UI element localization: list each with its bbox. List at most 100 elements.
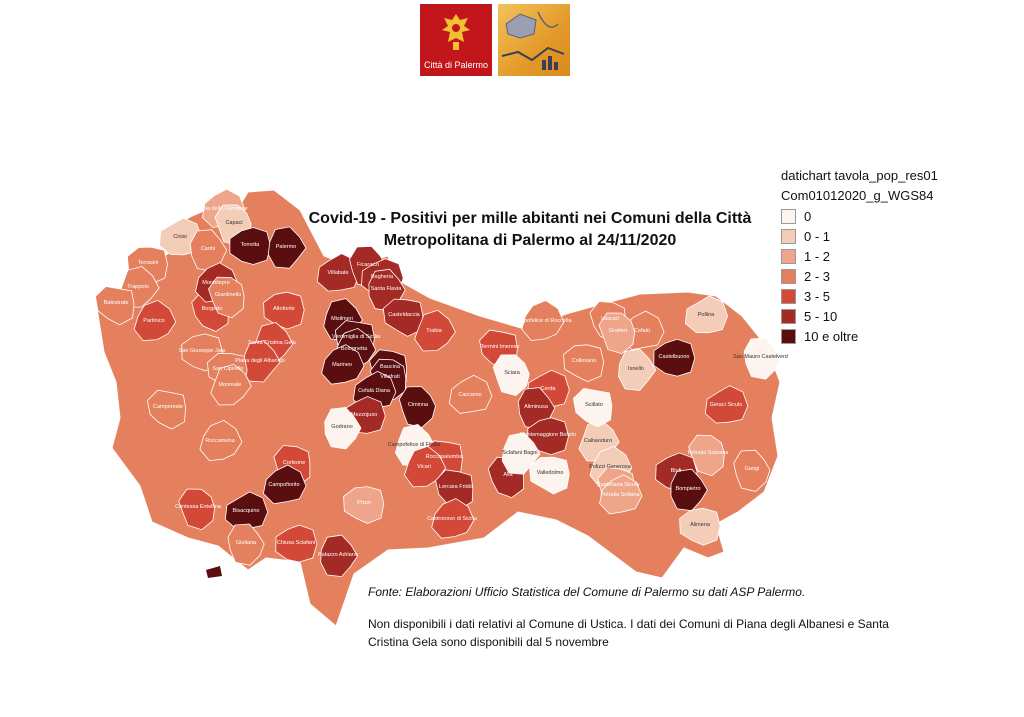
municipality-label: Polizzi Generosa <box>589 464 632 470</box>
municipality-area <box>563 344 605 383</box>
municipality-area <box>414 309 456 352</box>
legend-swatch <box>781 309 796 324</box>
legend-swatch <box>781 269 796 284</box>
eagle-crest-icon <box>442 14 470 50</box>
legend-item: 10 e oltre <box>781 327 938 346</box>
municipality-label: Isola delle Femmine <box>198 206 247 212</box>
municipality-label: Castronovo di Sicilia <box>427 516 478 522</box>
legend-label: 1 - 2 <box>804 249 831 264</box>
municipality-label: Capaci <box>225 220 242 226</box>
municipality-label: Contessa Entellina <box>175 504 222 510</box>
map-regions <box>94 188 781 627</box>
municipality-area <box>208 276 245 319</box>
municipality-label: San Cipirello <box>212 366 243 372</box>
municipality-label: Scillato <box>585 402 603 408</box>
municipality-label: Caltavuturo <box>584 438 612 444</box>
legend-item: 5 - 10 <box>781 307 938 326</box>
municipality-area <box>324 406 362 450</box>
municipality-area <box>178 488 216 531</box>
municipality-area <box>598 312 636 355</box>
legend-label: 0 - 1 <box>804 229 831 244</box>
legend-swatch <box>781 249 796 264</box>
municipality-area <box>94 286 135 326</box>
municipality-area <box>431 498 475 539</box>
statistics-office-icon <box>501 11 565 70</box>
municipality-label: Trappeto <box>127 284 149 290</box>
municipality-label: Termini Imerese <box>480 344 519 350</box>
map-labels: Isola delle Femmine Capaci Cinisi Carini Tor… <box>104 206 788 558</box>
municipality-label: Cefalù <box>634 328 650 334</box>
municipality-area <box>398 386 436 428</box>
municipality-label: Altofonte <box>273 306 295 312</box>
municipality-label: Santa Cristina Gela <box>248 340 297 346</box>
legend-item: 3 - 5 <box>781 287 938 306</box>
municipality-area <box>492 354 530 397</box>
municipality-area <box>521 300 565 341</box>
municipality-label: Corleone <box>283 460 305 466</box>
municipality-label: Marineo <box>332 362 352 368</box>
municipality-label: Balestrate <box>104 300 129 306</box>
municipality-label: Blufi <box>671 468 682 474</box>
legend-label: 2 - 3 <box>804 269 831 284</box>
municipality-area <box>403 445 447 488</box>
municipality-label: Geraci Siculo <box>710 402 743 408</box>
municipality-label: Alia <box>503 472 513 478</box>
legend-item: 1 - 2 <box>781 247 938 266</box>
municipality-area <box>688 434 725 477</box>
municipality-label: Ventimiglia di Sicilia <box>332 334 381 340</box>
municipality-label: Montelepre <box>202 280 230 286</box>
municipality-label: Giardinello <box>215 292 241 298</box>
legend-layer-name: datichart tavola_pop_res01 <box>781 168 938 183</box>
municipality-label: Casteldaccia <box>388 312 420 318</box>
municipality-area <box>146 389 187 430</box>
municipality-area <box>382 298 424 337</box>
legend-swatch <box>781 329 796 344</box>
municipality-label: Valledolmo <box>537 470 564 476</box>
legend-label: 3 - 5 <box>804 289 831 304</box>
municipality-label: Mezzojuso <box>351 412 377 418</box>
municipality-label: Pollina <box>698 312 715 318</box>
statistics-office-logo <box>498 4 570 76</box>
municipality-label: Bolognetta <box>341 346 368 352</box>
legend-swatch <box>781 209 796 224</box>
municipality-label: Bagheria <box>371 274 394 280</box>
municipality-area <box>599 474 643 515</box>
municipality-label: Prizzi <box>357 500 370 506</box>
municipality-label: Giuliana <box>236 540 257 546</box>
legend-item: 0 - 1 <box>781 227 938 246</box>
municipality-label: Castellana Sicula <box>597 482 640 488</box>
municipality-label: Ciminna <box>408 402 429 408</box>
municipality-label: Sciara <box>504 370 521 376</box>
municipality-area <box>448 374 493 414</box>
municipality-area <box>224 491 269 530</box>
municipality-label: Villabate <box>328 270 349 276</box>
municipality-label: Montemaggiore Belsito <box>520 432 576 438</box>
municipality-area <box>227 523 265 566</box>
municipality-label: Castelbuono <box>659 354 690 360</box>
legend-item: 0 <box>781 207 938 226</box>
municipality-area <box>275 524 318 563</box>
municipality-area <box>262 464 307 505</box>
municipality-label: Partinico <box>143 318 164 324</box>
municipality-area <box>133 299 177 342</box>
source-note: Fonte: Elaborazioni Ufficio Statistica d… <box>368 585 806 599</box>
municipality-label: Cerda <box>541 386 557 392</box>
municipality-label: Petralia Soprana <box>688 450 730 456</box>
legend-label: 5 - 10 <box>804 309 838 324</box>
municipality-label: Lercara Friddi <box>439 484 473 490</box>
municipality-label: Ficarazzi <box>357 262 379 268</box>
municipality-area <box>704 385 749 424</box>
municipality-label: Godrano <box>331 424 352 430</box>
municipality-label: Roccapalumba <box>426 454 464 460</box>
municipality-label: Cefalà Diana <box>358 388 391 394</box>
municipality-label: Chiusa Sclafani <box>277 540 315 546</box>
municipality-label: Baucina <box>380 364 401 370</box>
municipality-area <box>320 534 359 578</box>
province-outline <box>95 189 781 627</box>
municipality-area <box>679 507 721 546</box>
municipality-label: Sclafani Bagni <box>502 450 537 456</box>
choropleth-map: Isola delle Femmine Capaci Cinisi Carini Tor… <box>94 188 788 627</box>
municipality-area <box>572 387 613 428</box>
municipality-label: Gangi <box>745 466 760 472</box>
municipality-label: Palermo <box>276 244 296 250</box>
